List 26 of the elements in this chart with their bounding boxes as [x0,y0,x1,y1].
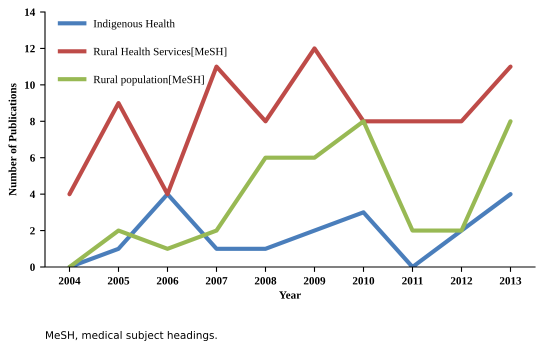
text: MeSH, medical subject headings. [46,330,217,342]
legend-label: Rural Health Services[MeSH] [94,47,226,57]
y-tick-label: 12 [25,44,35,52]
x-tick-label: 2010 [352,277,374,285]
y-tick-label: 4 [30,190,36,198]
x-tick-label: 2011 [402,277,423,285]
x-tick-label: 2006 [156,277,178,285]
x-tick-label: 2009 [304,277,326,285]
line-series [67,46,513,196]
y-tick-label: 10 [25,81,35,89]
legend-label: Indigenous Health [94,20,175,30]
y-tick-label: 2 [30,227,35,234]
x-tick-label: 2008 [254,277,276,285]
legend-label: Rural population[MeSH] [94,75,204,86]
x-tick-label: 2007 [206,277,228,285]
x-tick-label: 2013 [500,277,522,285]
y-tick-label: 6 [30,154,35,162]
x-tick-label: 2004 [58,277,80,285]
y-axis-title: Number of Publications [8,83,16,196]
x-tick-label: 2005 [108,277,130,285]
x-tick-label: 2012 [450,277,472,285]
y-tick-label: 14 [25,8,36,16]
line-series [67,119,513,267]
y-tick-label: 8 [30,118,35,126]
y-tick-label: 0 [30,263,35,271]
x-axis-title: Year [279,291,301,299]
